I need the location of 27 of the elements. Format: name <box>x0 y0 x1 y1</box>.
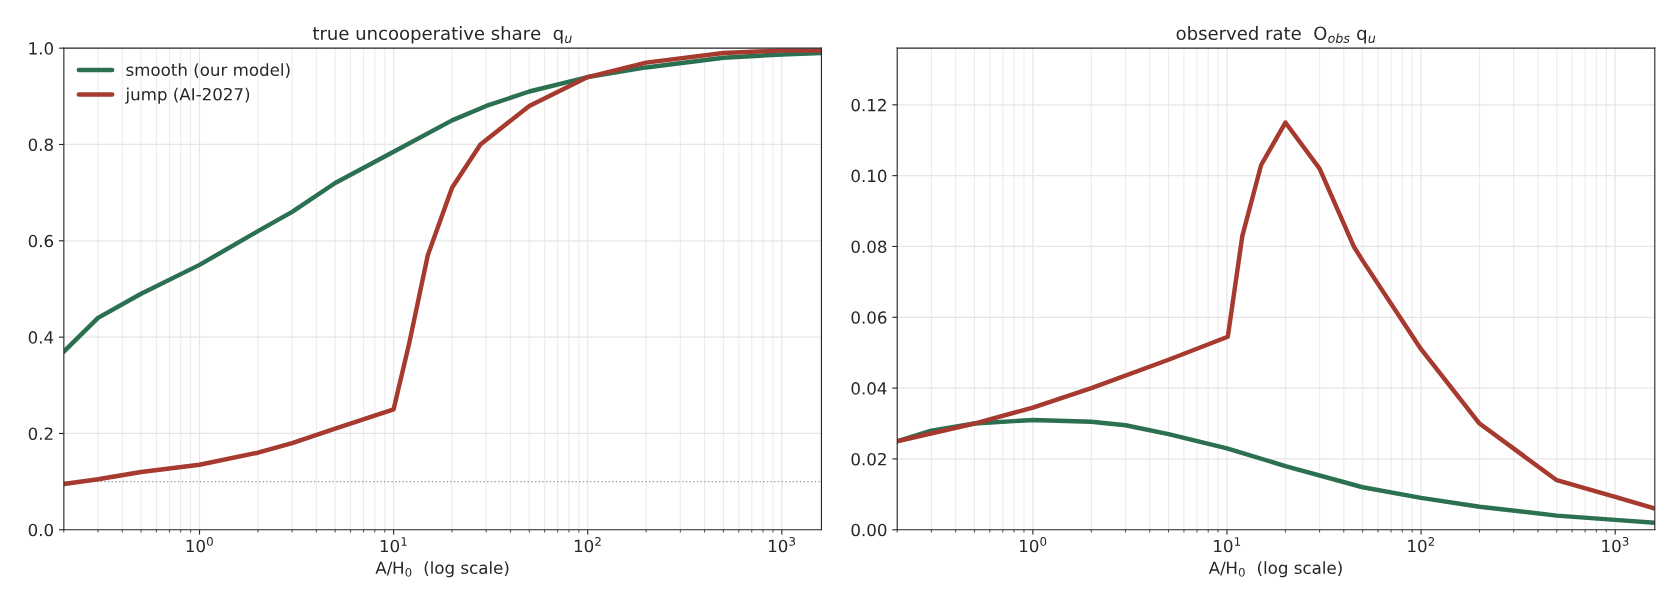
y-tick-label: 0.04 <box>851 382 887 395</box>
x-tick-label: 10$^{0}$ <box>1020 536 1047 553</box>
chart-title: observed rate O$_{obs}$ q$_{u}$ <box>1176 26 1376 44</box>
y-tick-label: 0.2 <box>28 427 53 441</box>
x-axis-title: A/H$_{0}$ (log scale) <box>1208 561 1342 578</box>
y-tick-label: 0.02 <box>851 452 886 466</box>
y-tick-label: 0.8 <box>28 138 53 152</box>
y-tick-label: 0.06 <box>851 311 887 324</box>
x-tick-label: 10$^{3}$ <box>768 536 796 553</box>
y-tick-label: 0.08 <box>851 240 887 254</box>
x-tick-label: 10$^{0}$ <box>186 536 213 553</box>
y-tick-label: 0.4 <box>28 331 54 344</box>
y-tick-label: 0.12 <box>851 98 886 112</box>
y-tick-label: 0.0 <box>28 523 54 537</box>
legend-label: smooth (our model) <box>126 63 290 79</box>
y-tick-label: 0.00 <box>851 523 887 537</box>
y-tick-label: 0.10 <box>851 169 887 183</box>
x-axis-title: A/H$_{0}$ (log scale) <box>375 561 509 578</box>
x-tick-label: 10$^{2}$ <box>574 536 601 553</box>
x-tick-label: 10$^{3}$ <box>1602 536 1629 553</box>
chart-title: true uncooperative share q$_{u}$ <box>312 26 572 44</box>
legend-label: jump (AI-2027) <box>125 87 250 104</box>
x-tick-label: 10$^{2}$ <box>1408 536 1435 553</box>
x-tick-label: 10$^{1}$ <box>380 537 407 553</box>
y-tick-label: 0.6 <box>28 234 54 248</box>
y-tick-label: 1.0 <box>29 42 54 55</box>
x-tick-label: 10$^{1}$ <box>1214 537 1241 553</box>
